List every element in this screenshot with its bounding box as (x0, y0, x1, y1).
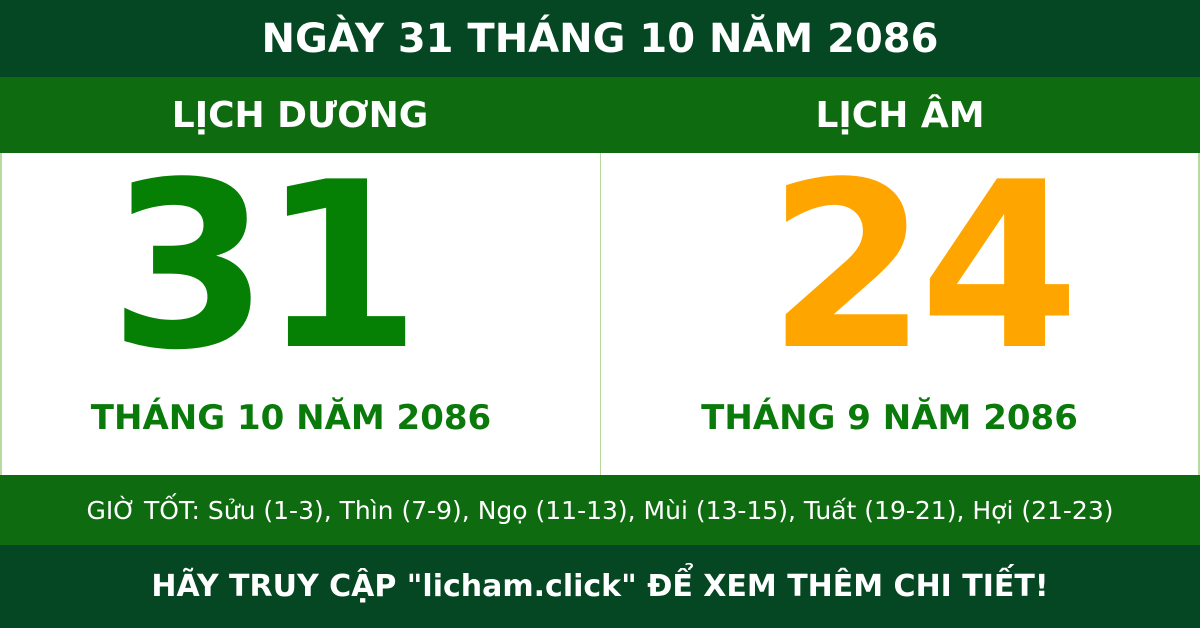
lunar-panel: 24 THÁNG 9 NĂM 2086 (600, 153, 1200, 475)
lunar-calendar-label: LỊCH ÂM (815, 94, 985, 136)
footer-cta: HÃY TRUY CẬP "licham.click" ĐỂ XEM THÊM … (0, 545, 1200, 628)
solar-month-year: THÁNG 10 NĂM 2086 (90, 398, 492, 438)
good-hours: GIỜ TỐT: Sửu (1-3), Thìn (7-9), Ngọ (11-… (0, 475, 1200, 545)
column-headers: LỊCH DƯƠNG LỊCH ÂM (0, 77, 1200, 153)
page-title: NGÀY 31 THÁNG 10 NĂM 2086 (0, 0, 1200, 77)
lunar-day: 24 (767, 134, 1079, 401)
solar-panel: 31 THÁNG 10 NĂM 2086 (0, 153, 600, 475)
lunar-month-year: THÁNG 9 NĂM 2086 (701, 398, 1078, 438)
solar-calendar-label: LỊCH DƯƠNG (171, 94, 429, 136)
solar-day: 31 (108, 134, 421, 401)
